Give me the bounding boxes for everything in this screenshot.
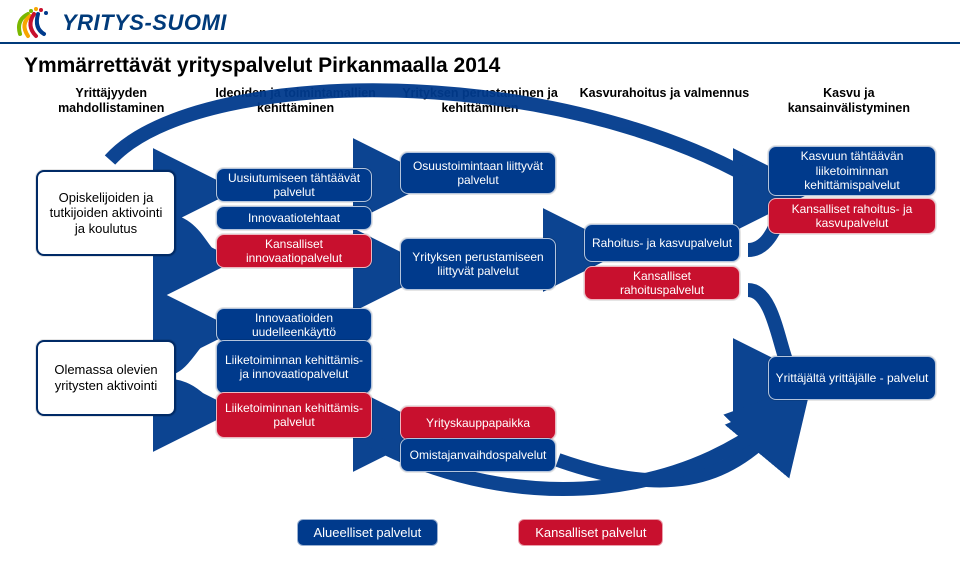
node-kansalliset-innovaatio: Kansalliset innovaatiopalvelut [216, 234, 372, 268]
node-opiskelijat: Opiskelijoiden ja tutkijoiden aktivointi… [36, 170, 176, 256]
brand-part2: -SUOMI [144, 10, 226, 35]
node-kansalliset-rah-kasvu: Kansalliset rahoitus- ja kasvupalvelut [768, 198, 936, 234]
node-olemassa: Olemassa olevien yritysten aktivointi [36, 340, 176, 416]
node-liiketoiminnan-keh: Liiketoiminnan kehittämis­palvelut [216, 392, 372, 438]
node-innovaatioiden-uudelleen: Innovaatioiden uudelleenkäyttö [216, 308, 372, 342]
col-5: Kasvu ja kansainvälistyminen [762, 86, 936, 138]
col-3: Yrityksen perustaminen ja kehittäminen [393, 86, 567, 138]
node-rahoitus-kasvu: Rahoitus- ja kasvupalvelut [584, 224, 740, 262]
col-1-label: Yrittäjyyden mahdollistaminen [24, 86, 198, 138]
legend-national: Kansalliset palvelut [518, 519, 663, 546]
node-uusiutumiseen: Uusiutumiseen tähtäävät palvelut [216, 168, 372, 202]
node-yrityskauppa: Yrityskauppa­paikka [400, 406, 556, 440]
col-2: Ideoiden ja toimintamallien kehittäminen [208, 86, 382, 138]
app-header: YRITYS-SUOMI [0, 0, 960, 44]
col-5-label: Kasvu ja kansainvälistyminen [762, 86, 936, 138]
node-omistajanvaihdos: Omistajan­vaihdospalvelut [400, 438, 556, 472]
col-1: Yrittäjyyden mahdollistaminen [24, 86, 198, 138]
col-3-label: Yrityksen perustaminen ja kehittäminen [393, 86, 567, 138]
node-perustamiseen: Yrityksen perustamiseen liittyvät palvel… [400, 238, 556, 290]
logo-icon [14, 6, 54, 40]
page-title: Ymmärrettävät yrityspalvelut Pirkanmaall… [0, 44, 960, 82]
node-yrittajalta: Yrittäjältä yrittäjälle - palvelut [768, 356, 936, 400]
col-4: Kasvurahoitus ja valmennus [577, 86, 751, 138]
node-kansalliset-rahoitus: Kansalliset rahoituspalvelut [584, 266, 740, 300]
legend: Alueelliset palvelut Kansalliset palvelu… [0, 519, 960, 546]
node-liiketoiminnan-keh-innov: Liiketoiminnan kehittämis- ja innovaatio… [216, 340, 372, 394]
col-4-label: Kasvurahoitus ja valmennus [577, 86, 751, 138]
legend-regional: Alueelliset palvelut [297, 519, 439, 546]
node-kasvuun-tahtaavan: Kasvuun tähtäävän liiketoiminnan kehittä… [768, 146, 936, 196]
brand-part1: YRITYS [62, 10, 144, 35]
node-innovaatiotehtaat: Innovaatiotehtaat [216, 206, 372, 230]
node-osuustoiminta: Osuustoimintaan liittyvät palvelut [400, 152, 556, 194]
brand-text: YRITYS-SUOMI [62, 10, 227, 36]
column-headings: Yrittäjyyden mahdollistaminen Ideoiden j… [24, 86, 936, 138]
col-2-label: Ideoiden ja toimintamallien kehittäminen [208, 86, 382, 138]
